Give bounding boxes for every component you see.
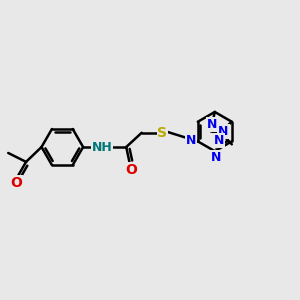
Text: S: S [158, 126, 167, 140]
Text: N: N [218, 125, 229, 138]
Text: O: O [125, 163, 137, 177]
Text: O: O [11, 176, 22, 190]
Text: N: N [214, 134, 224, 147]
Text: N: N [207, 118, 217, 131]
Text: N: N [211, 151, 221, 164]
Text: N: N [186, 134, 196, 147]
Text: NH: NH [92, 140, 112, 154]
